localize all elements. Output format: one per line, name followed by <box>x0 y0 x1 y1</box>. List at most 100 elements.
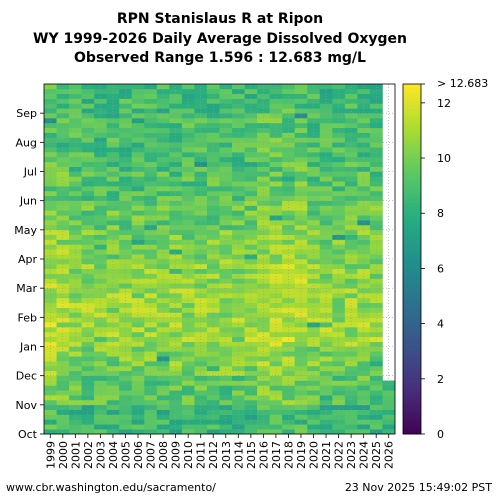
heatmap-cell <box>294 88 308 95</box>
heatmap-cell <box>156 390 170 396</box>
heatmap-cell <box>307 205 321 211</box>
heatmap-cell <box>81 137 95 143</box>
heatmap-cell <box>181 190 195 197</box>
heatmap-cell <box>156 176 170 182</box>
heatmap-cell <box>94 84 107 90</box>
heatmap-cell <box>244 268 258 274</box>
heatmap-cell <box>56 239 70 245</box>
heatmap-cell <box>181 390 195 396</box>
heatmap-cell <box>307 370 321 376</box>
heatmap-cell <box>319 409 333 415</box>
heatmap-cell <box>106 161 120 167</box>
heatmap-cell <box>257 190 270 197</box>
heatmap-cell <box>131 370 145 376</box>
heatmap-cell <box>94 205 107 211</box>
heatmap-cell <box>44 278 57 284</box>
heatmap-cell <box>257 147 270 153</box>
heatmap-cell <box>369 365 383 372</box>
heatmap-cell <box>244 84 258 90</box>
heatmap-cell <box>169 113 183 119</box>
heatmap-cell <box>307 176 321 182</box>
heatmap-cell <box>44 108 57 114</box>
colorbar-segment <box>403 238 421 242</box>
heatmap-cell <box>232 176 245 182</box>
heatmap-cell <box>369 200 383 206</box>
heatmap-cell <box>269 288 283 294</box>
heatmap-cell <box>169 249 183 255</box>
heatmap-cell <box>382 390 396 396</box>
heatmap-cell <box>319 327 333 333</box>
heatmap-cell <box>357 356 371 362</box>
colorbar-segment <box>403 206 421 211</box>
heatmap-cell <box>294 390 308 396</box>
heatmap-cell <box>219 215 233 221</box>
heatmap-cell <box>232 215 245 221</box>
heatmap-cell <box>369 122 383 129</box>
heatmap-cell <box>144 293 158 299</box>
heatmap-cell <box>232 429 245 435</box>
heatmap-cell <box>307 356 321 362</box>
heatmap-cell <box>232 224 245 231</box>
heatmap-cell <box>332 103 346 109</box>
heatmap-cell <box>307 137 321 143</box>
heatmap-cell <box>219 302 233 308</box>
heatmap-cell <box>357 346 371 352</box>
heatmap-cell <box>131 103 145 109</box>
colorbar-segment <box>403 196 421 200</box>
heatmap-cell <box>294 380 308 386</box>
colorbar-segment <box>403 245 421 249</box>
heatmap-cell <box>332 409 346 415</box>
heatmap-cell <box>282 356 296 362</box>
heatmap-cell <box>94 327 107 333</box>
heatmap-cell <box>257 356 270 362</box>
heatmap-cell <box>219 404 233 410</box>
source-url[interactable]: www.cbr.washington.edu/sacramento/ <box>6 481 216 494</box>
heatmap-cell <box>144 365 158 372</box>
heatmap-cell <box>44 200 57 206</box>
heatmap-cell <box>181 152 195 158</box>
chart-title-line-3: Observed Range 1.596 : 12.683 mg/L <box>74 50 366 66</box>
heatmap-cell <box>332 249 346 255</box>
heatmap-cell <box>294 302 308 308</box>
heatmap-cell <box>119 215 133 221</box>
heatmap-cell <box>244 302 258 308</box>
heatmap-cell <box>344 346 358 352</box>
heatmap-cell <box>369 239 383 245</box>
heatmap-cell <box>332 200 346 206</box>
heatmap-cell <box>269 356 283 362</box>
heatmap-cell <box>307 346 321 352</box>
heatmap-cell <box>119 152 133 158</box>
heatmap-cell <box>94 404 107 410</box>
heatmap-cell <box>169 419 183 425</box>
heatmap-cell <box>144 249 158 255</box>
heatmap-cell <box>219 190 233 197</box>
heatmap-cell <box>344 395 358 401</box>
heatmap-cell <box>106 390 120 396</box>
heatmap-cell <box>269 268 283 274</box>
heatmap-cell <box>94 293 107 299</box>
heatmap-cell <box>206 239 220 245</box>
heatmap-cell <box>56 103 70 109</box>
heatmap-cell <box>194 84 208 90</box>
heatmap-cell <box>156 365 170 372</box>
heatmap-cell <box>257 293 270 299</box>
heatmap-cell <box>257 429 270 435</box>
heatmap-cell <box>244 327 258 333</box>
heatmap-cell <box>257 404 270 410</box>
heatmap-cell <box>69 419 82 425</box>
heatmap-cell <box>69 127 82 133</box>
heatmap-cell <box>156 152 170 158</box>
heatmap-cell <box>219 186 233 192</box>
heatmap-cell <box>81 254 95 260</box>
heatmap-cell <box>257 137 270 143</box>
heatmap-cell <box>94 122 107 129</box>
heatmap-cell <box>206 254 220 260</box>
heatmap-cell <box>106 356 120 362</box>
heatmap-cell <box>244 176 258 182</box>
heatmap-cell <box>44 205 57 211</box>
x-tick-label: 2008 <box>157 441 170 469</box>
heatmap-cell <box>94 356 107 362</box>
colorbar-segment <box>403 185 421 190</box>
heatmap-cell <box>194 419 208 425</box>
heatmap-cell <box>44 210 57 216</box>
